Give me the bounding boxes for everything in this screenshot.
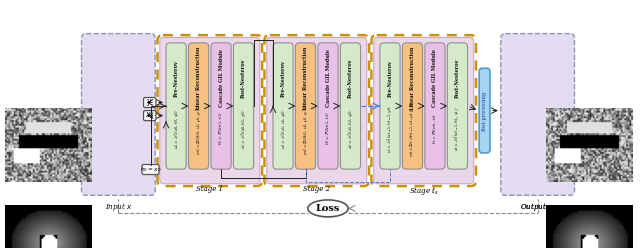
Text: $h_2 = \mathcal{P}_2(m_2, \tau_2)$: $h_2 = \mathcal{P}_2(m_2, \tau_2)$: [324, 112, 332, 145]
Text: Post-Nesterov: Post-Nesterov: [348, 59, 353, 98]
FancyBboxPatch shape: [142, 164, 159, 175]
FancyBboxPatch shape: [425, 43, 445, 169]
Text: Post-Nesterov: Post-Nesterov: [455, 59, 460, 98]
FancyBboxPatch shape: [403, 43, 422, 169]
Text: $x_1 = \mathcal{N}_1(x_0, h_1, \gamma_1)$: $x_1 = \mathcal{N}_1(x_0, h_1, \gamma_1)…: [239, 109, 248, 149]
Ellipse shape: [308, 200, 348, 217]
FancyBboxPatch shape: [166, 43, 186, 169]
FancyBboxPatch shape: [267, 37, 367, 184]
Text: $u_2 = \mathcal{N}_2(x_1, u_1, \gamma_2)$: $u_2 = \mathcal{N}_2(x_1, u_1, \gamma_2)…: [278, 109, 287, 149]
Text: Output $x_r$: Output $x_r$: [520, 201, 556, 214]
Text: Linear Reconstruction: Linear Reconstruction: [196, 47, 201, 110]
FancyBboxPatch shape: [81, 34, 155, 195]
FancyBboxPatch shape: [160, 37, 260, 184]
Text: Cascade GIL Module: Cascade GIL Module: [433, 49, 438, 107]
FancyBboxPatch shape: [374, 37, 474, 184]
Text: Pre-Nesterov: Pre-Nesterov: [280, 60, 285, 97]
FancyBboxPatch shape: [479, 68, 490, 153]
Text: Loss: Loss: [316, 204, 340, 213]
Text: $x_2 = \mathcal{N}_2(x_1, h_2, \gamma_2)$: $x_2 = \mathcal{N}_2(x_1, h_2, \gamma_2)…: [346, 109, 355, 149]
Text: $m_2 = \mathcal{D}_2(h_1, u_2, \mu_2, y, \Phi)$: $m_2 = \mathcal{D}_2(h_1, u_2, \mu_2, y,…: [301, 103, 310, 155]
Text: Pre-Nesterov: Pre-Nesterov: [387, 60, 392, 97]
FancyBboxPatch shape: [447, 43, 467, 169]
Text: Input $x$: Input $x$: [104, 201, 132, 214]
FancyBboxPatch shape: [273, 43, 293, 169]
Text: $u_{\ell} = \mathcal{N}_{\ell}(x_{\ell-1}, h_{\ell-1}, \gamma_{\ell})$: $u_{\ell} = \mathcal{N}_{\ell}(x_{\ell-1…: [385, 105, 394, 153]
FancyBboxPatch shape: [143, 97, 156, 108]
FancyBboxPatch shape: [143, 111, 156, 121]
Text: $y$: $y$: [147, 97, 153, 108]
Text: Cascade GIL Module: Cascade GIL Module: [326, 49, 330, 107]
Text: $x_0$: $x_0$: [145, 110, 155, 121]
Text: Stage 1: Stage 1: [196, 185, 223, 192]
FancyBboxPatch shape: [501, 34, 575, 195]
Text: $h_{\ell} = \mathcal{P}_{\ell}(m_{\ell}, \tau_{\ell})$: $h_{\ell} = \mathcal{P}_{\ell}(m_{\ell},…: [431, 113, 439, 144]
Text: $h_0=x_0$: $h_0=x_0$: [140, 165, 161, 174]
Text: Linear Reconstruction: Linear Reconstruction: [410, 47, 415, 110]
FancyBboxPatch shape: [318, 43, 338, 169]
FancyBboxPatch shape: [189, 43, 209, 169]
Text: $m_1 = \mathcal{D}_1(h_0, u_1, \mu_1, y, \Phi)$: $m_1 = \mathcal{D}_1(h_0, u_1, \mu_1, y,…: [195, 103, 203, 155]
FancyBboxPatch shape: [296, 43, 316, 169]
Text: Cascade GIL Module: Cascade GIL Module: [218, 49, 223, 107]
Text: $x_{\ell} = \mathcal{N}_{\ell}(x_{\ell-1}, h_{\ell_s}, \gamma_{\ell_s})$: $x_{\ell} = \mathcal{N}_{\ell}(x_{\ell-1…: [453, 106, 462, 151]
Text: Linear Reconstruction: Linear Reconstruction: [303, 47, 308, 110]
Text: Stage 2: Stage 2: [303, 185, 330, 192]
Text: $u_1 = \mathcal{N}_1(x_0, h_0, \gamma_1)$: $u_1 = \mathcal{N}_1(x_0, h_0, \gamma_1)…: [172, 109, 180, 149]
Text: Post-Nesterov: Post-Nesterov: [241, 59, 246, 98]
Text: $h_1 = \mathcal{P}_1(m_1, \tau_1)$: $h_1 = \mathcal{P}_1(m_1, \tau_1)$: [217, 112, 225, 145]
FancyBboxPatch shape: [340, 43, 360, 169]
FancyBboxPatch shape: [234, 43, 253, 169]
Text: Pre-Nesterov: Pre-Nesterov: [173, 60, 179, 97]
Text: Post-processing: Post-processing: [482, 91, 487, 131]
Text: Output $x_r$: Output $x_r$: [520, 201, 556, 214]
Text: Stage $\ell_s$: Stage $\ell_s$: [409, 185, 438, 196]
FancyBboxPatch shape: [380, 43, 400, 169]
FancyBboxPatch shape: [211, 43, 231, 169]
Text: $m_{\ell} = \mathcal{D}_{\ell,s}(h_{\ell-1}, u_{\ell}, \mu_{\ell}, y, \Phi)$: $m_{\ell} = \mathcal{D}_{\ell,s}(h_{\ell…: [408, 100, 417, 157]
